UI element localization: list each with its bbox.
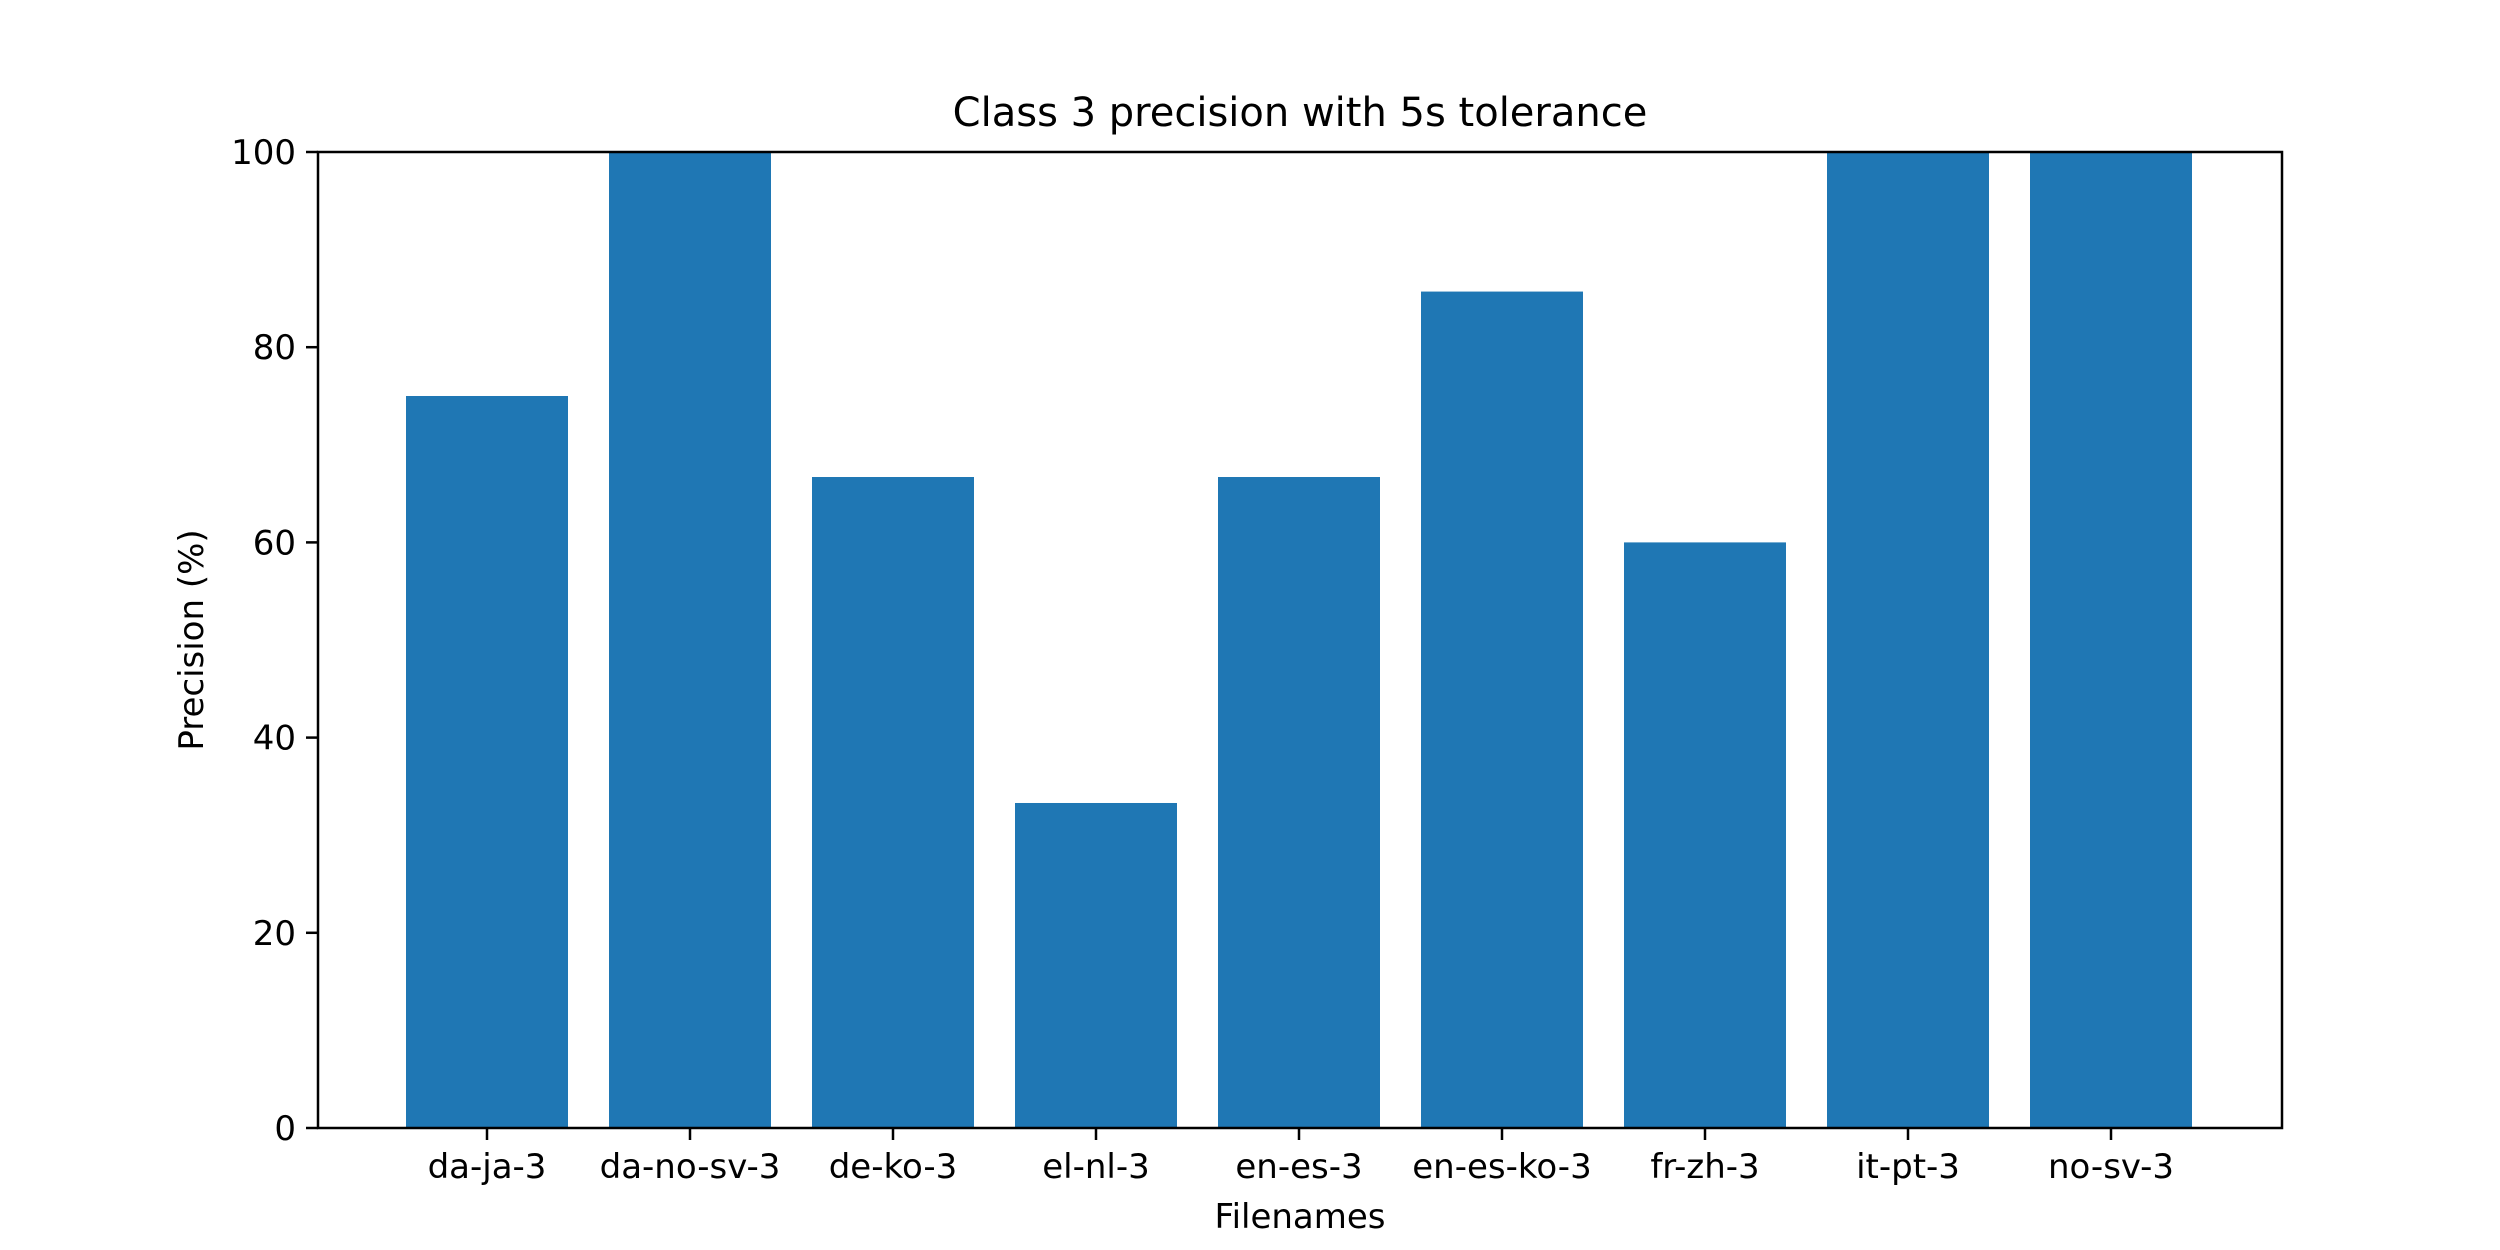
y-axis: 0 20 40 60 80 100 <box>231 133 318 1149</box>
y-tick-label: 80 <box>253 328 296 368</box>
y-tick-label: 100 <box>231 133 296 173</box>
x-tick-label: fr-zh-3 <box>1650 1147 1759 1187</box>
y-tick-label: 0 <box>274 1109 296 1149</box>
y-axis-label: Precision (%) <box>172 529 212 750</box>
x-tick-label: en-es-3 <box>1235 1147 1362 1187</box>
bar-fr-zh-3 <box>1624 542 1786 1128</box>
bar-da-no-sv-3 <box>609 152 771 1128</box>
y-tick-label: 60 <box>253 523 296 563</box>
x-tick-label: de-ko-3 <box>829 1147 958 1187</box>
x-tick-label: it-pt-3 <box>1856 1147 1960 1187</box>
bar-en-es-ko-3 <box>1421 291 1583 1128</box>
x-tick-label: da-no-sv-3 <box>600 1147 781 1187</box>
bar-da-ja-3 <box>406 396 568 1128</box>
x-tick-label: en-es-ko-3 <box>1412 1147 1591 1187</box>
bar-it-pt-3 <box>1827 152 1989 1128</box>
bars-group <box>406 152 2192 1128</box>
plot-frame <box>316 150 2284 1130</box>
y-tick-label: 20 <box>253 914 296 954</box>
y-tick-label: 40 <box>253 719 296 759</box>
x-axis: da-ja-3 da-no-sv-3 de-ko-3 el-nl-3 en-es-3 en… <box>428 1128 2174 1187</box>
chart-title: Class 3 precision with 5s tolerance <box>953 90 1648 136</box>
x-tick-label: no-sv-3 <box>2048 1147 2174 1187</box>
x-tick-label: da-ja-3 <box>428 1147 547 1187</box>
bar-en-es-3 <box>1218 477 1380 1128</box>
x-tick-label: el-nl-3 <box>1042 1147 1150 1187</box>
bar-de-ko-3 <box>812 477 974 1128</box>
bar-el-nl-3 <box>1015 802 1177 1128</box>
x-axis-label: Filenames <box>1214 1197 1385 1237</box>
bar-no-sv-3 <box>2030 152 2192 1128</box>
